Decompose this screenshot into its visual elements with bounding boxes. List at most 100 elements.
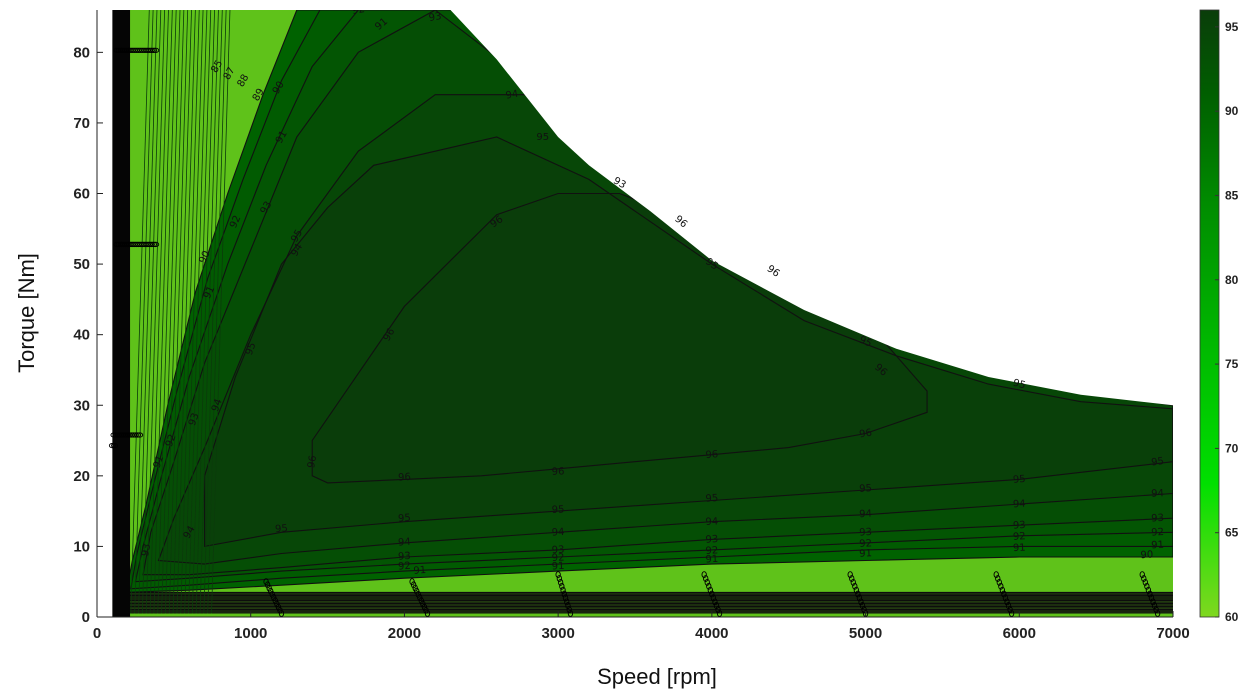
- contour-label: 93: [1151, 513, 1164, 525]
- contour-label: 96: [705, 449, 718, 461]
- marker: [1148, 594, 1155, 602]
- marker: [1147, 590, 1153, 598]
- contour-label: 95: [1151, 456, 1165, 469]
- marker: [565, 602, 571, 610]
- marker: [1151, 602, 1158, 610]
- contour-label: 94: [398, 537, 411, 549]
- contour-label: 95: [244, 341, 259, 357]
- contour-label: 94: [505, 89, 519, 102]
- marker: [715, 606, 721, 614]
- colorbar-gradient: [1199, 9, 1220, 618]
- marker: [709, 590, 715, 598]
- low-speed-contour: [161, 10, 181, 614]
- contour-label: 92: [552, 552, 565, 564]
- contour-label: 93: [705, 534, 718, 546]
- contour-label: 92: [398, 561, 411, 573]
- contour-label: 92: [351, 4, 365, 17]
- y-tick-label: 70: [73, 115, 90, 132]
- contour-label: 93: [859, 527, 872, 539]
- marker: [1145, 586, 1152, 594]
- contour-label: 93: [1013, 520, 1026, 532]
- contour-line-90: [125, 10, 1173, 593]
- contour-label: 96: [306, 455, 319, 469]
- contour-label: 95: [275, 523, 289, 535]
- low-speed-contour: [165, 10, 185, 614]
- marker: [556, 575, 563, 582]
- marker: [1154, 610, 1161, 617]
- marker: [1144, 582, 1150, 590]
- low-speed-contour: [138, 10, 158, 614]
- contour-label: 92: [705, 545, 718, 557]
- marker: [712, 598, 718, 606]
- x-tick-label: 2000: [388, 625, 421, 642]
- low-speed-contour: [211, 10, 231, 614]
- marker: [111, 442, 118, 449]
- contour-label: 92: [1013, 531, 1026, 543]
- marker: [716, 610, 723, 617]
- marker: [707, 586, 713, 594]
- contour-label: 94: [210, 398, 225, 414]
- marker: [858, 598, 864, 606]
- marker: [995, 575, 1001, 582]
- x-tick-label: 4000: [695, 625, 728, 642]
- axes: 0 1000 2000 3000 4000 5000 6000 7000 0 10 20 30 40 5…: [73, 10, 1190, 642]
- contour-label: 90: [1140, 550, 1153, 562]
- contour-label: 96: [552, 466, 565, 478]
- marker: [1008, 610, 1015, 617]
- marker: [1139, 571, 1145, 579]
- x-tick-label: 1000: [234, 625, 267, 642]
- marker: [152, 241, 160, 248]
- x-tick-label: 7000: [1156, 625, 1189, 642]
- marker: [861, 606, 867, 614]
- marker: [710, 594, 717, 602]
- contour-label: 94: [859, 509, 872, 521]
- marker: [999, 586, 1006, 594]
- contour-label: 91: [202, 284, 217, 300]
- contour-label: 91: [705, 554, 718, 566]
- contour-label: 94: [1013, 499, 1026, 511]
- contour-label: 96: [382, 327, 398, 344]
- contour-label: 95: [289, 228, 305, 245]
- contour-line-96: [311, 192, 928, 484]
- marker: [1142, 578, 1148, 586]
- contour-label: 95: [536, 132, 549, 143]
- low-speed-contour-wall: [112, 10, 131, 617]
- marker: [855, 590, 861, 598]
- marker-artifacts: [108, 47, 1161, 617]
- contour-label: 91: [152, 454, 167, 470]
- outside-envelope-mask: [97, 10, 1173, 617]
- x-tick-label: 6000: [1003, 625, 1036, 642]
- contour-label: 88: [236, 73, 252, 90]
- colorbar-tick-label: 80: [1225, 273, 1239, 287]
- y-tick-label: 30: [73, 397, 90, 414]
- low-torque-band: [112, 10, 1173, 617]
- contour-label: 92: [859, 538, 872, 550]
- contour-label: 90: [197, 249, 212, 265]
- low-speed-contour: [191, 10, 212, 614]
- y-tick-label: 50: [73, 256, 90, 273]
- contour-label: 96: [398, 472, 411, 484]
- marker: [704, 578, 710, 586]
- low-speed-contour: [176, 10, 196, 614]
- contour-label: 94: [705, 516, 718, 528]
- contour-line-95: [204, 136, 1173, 548]
- colorbar-tick-label: 90: [1225, 104, 1239, 118]
- marker: [424, 610, 431, 617]
- marker: [1001, 590, 1007, 598]
- marker: [856, 594, 863, 602]
- low-speed-contour: [195, 10, 215, 614]
- contour-label: 91: [1151, 540, 1164, 552]
- marker: [1002, 594, 1009, 602]
- marker: [993, 571, 999, 579]
- low-speed-contour: [184, 10, 204, 614]
- low-speed-contour: [199, 10, 219, 614]
- contour-label: 94: [1151, 488, 1164, 500]
- contour-label: 92: [164, 433, 179, 449]
- marker: [1004, 598, 1010, 606]
- x-tick-label: 0: [93, 625, 101, 642]
- marker: [555, 571, 561, 579]
- contour-label: 95: [705, 493, 718, 505]
- low-speed-contour: [172, 10, 192, 614]
